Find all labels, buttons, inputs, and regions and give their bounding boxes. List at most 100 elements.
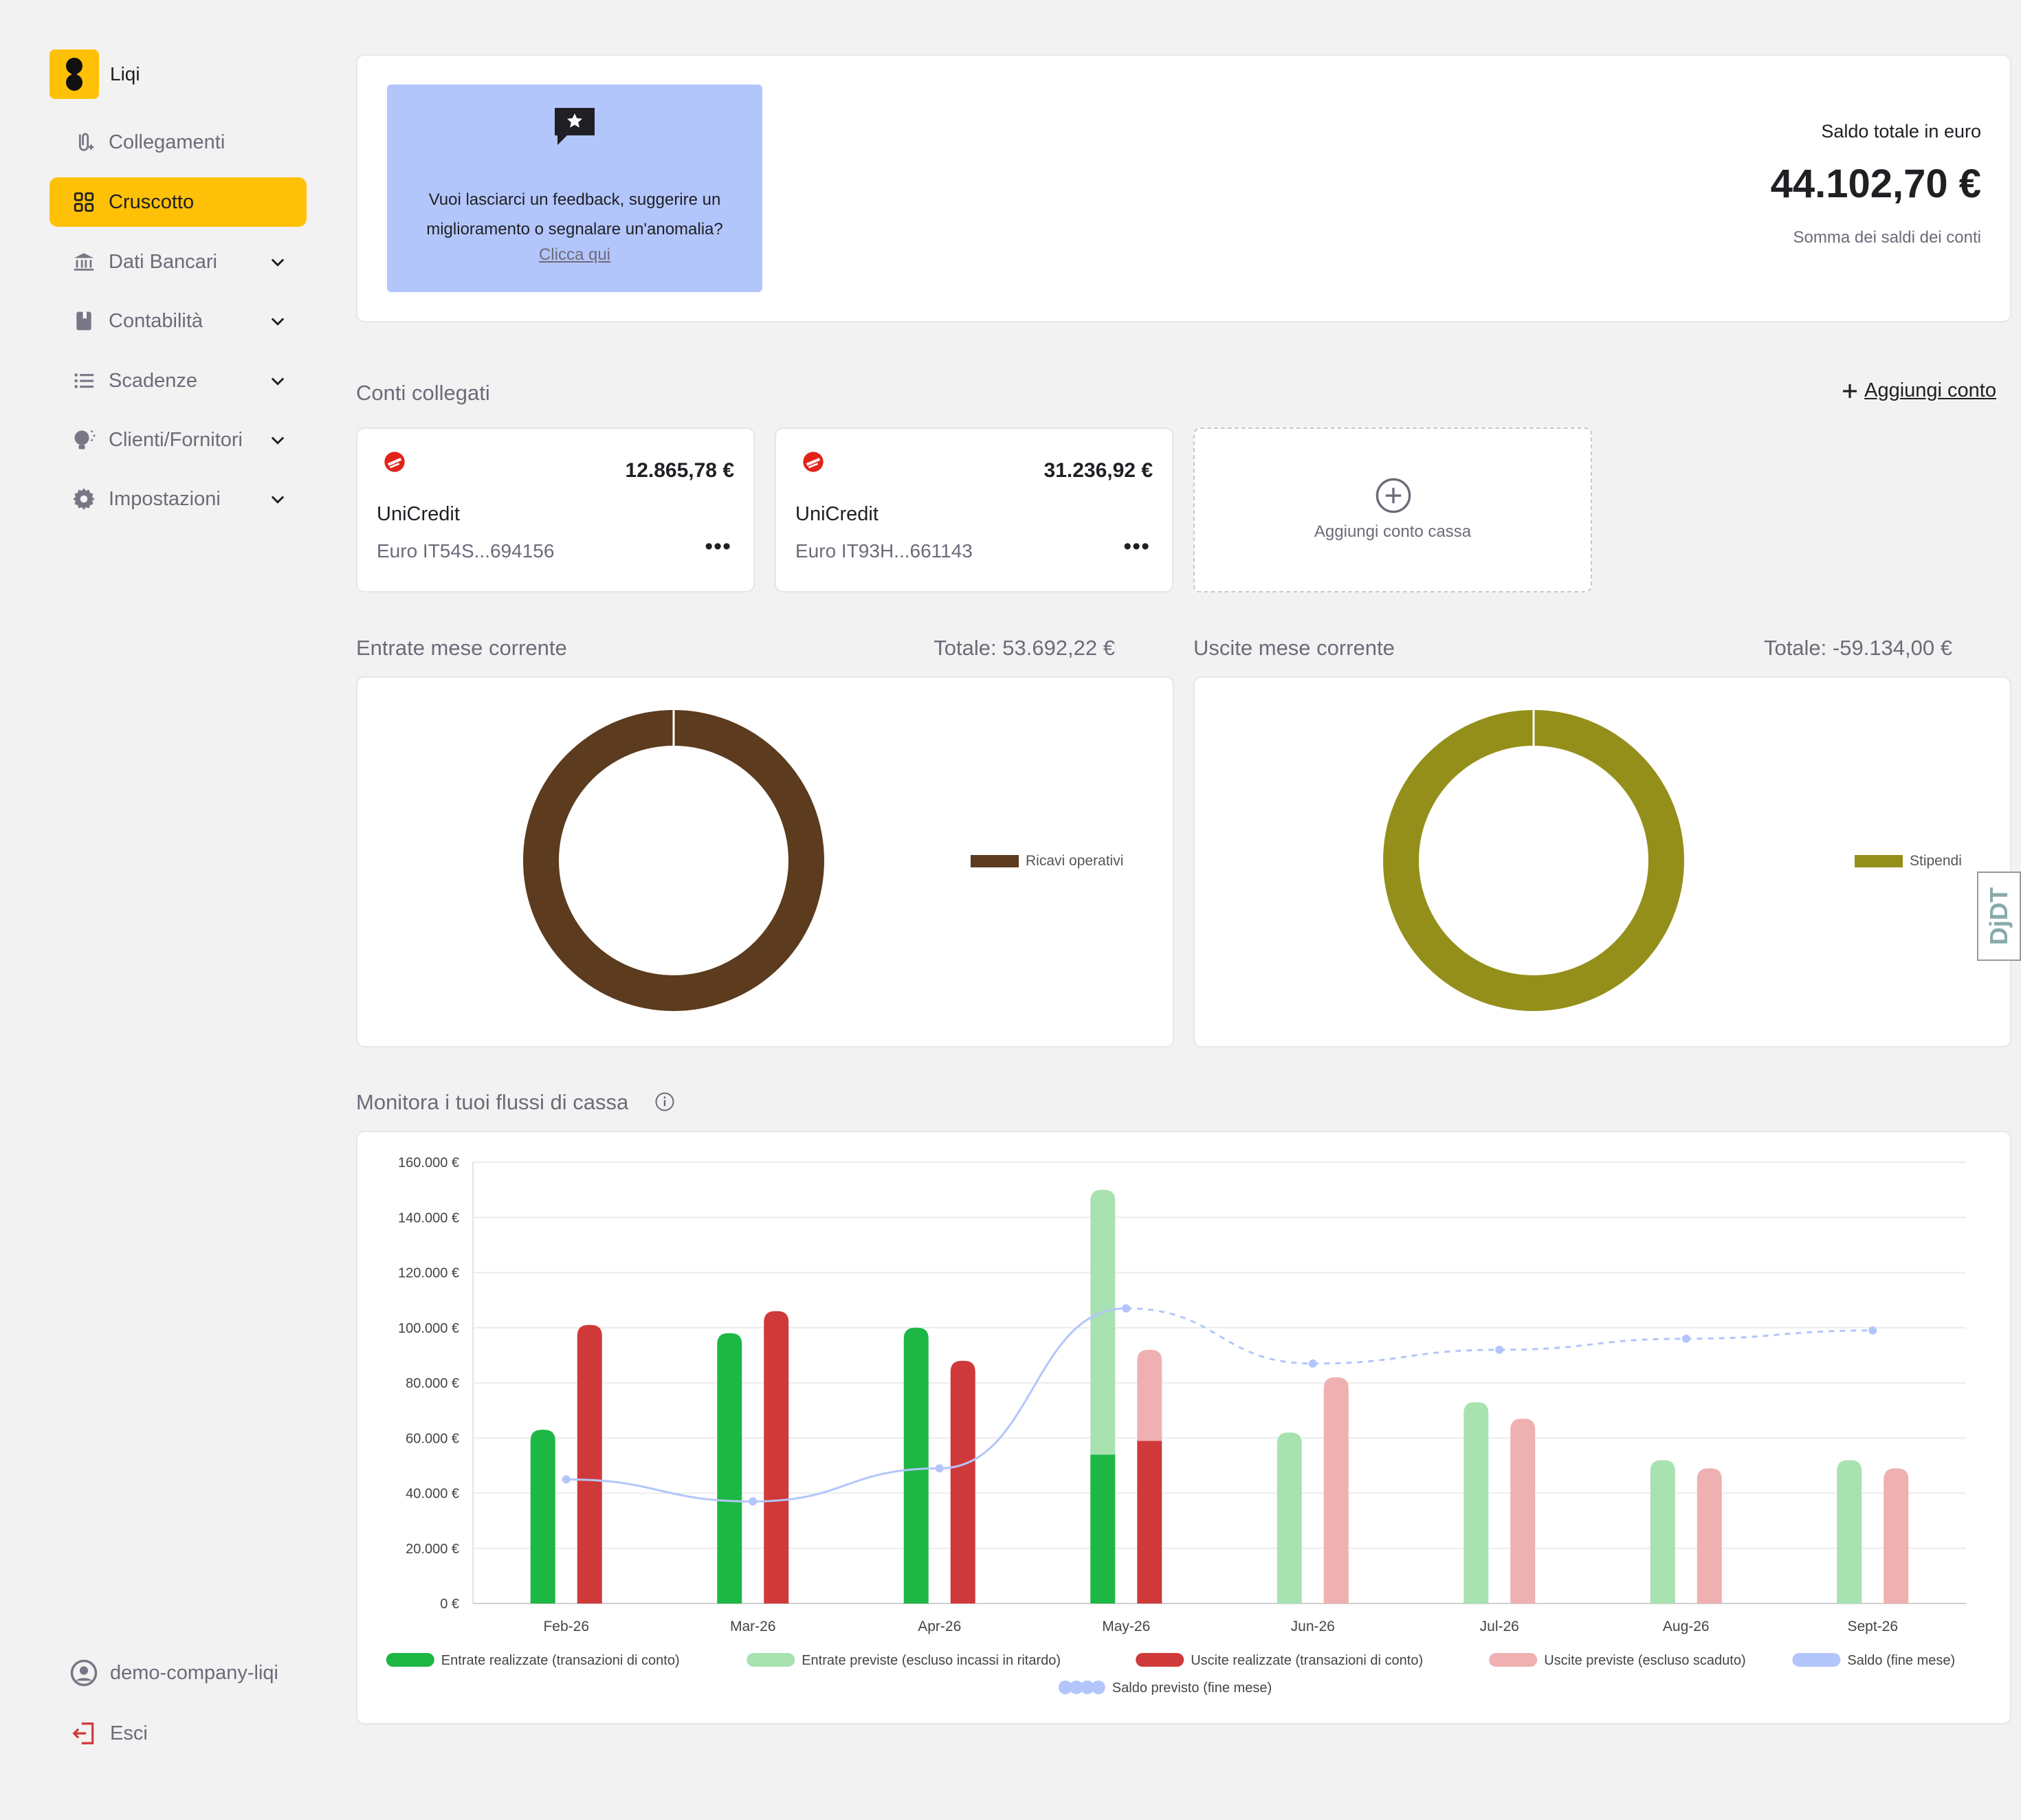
- income-total: Totale: 53.692,22 €: [934, 636, 1115, 660]
- sidebar-item-dati-bancari[interactable]: Dati Bancari: [49, 237, 307, 287]
- logout-button[interactable]: Esci: [69, 1718, 148, 1749]
- legend-swatch: [971, 855, 1019, 867]
- sidebar-item-collegamenti[interactable]: Collegamenti: [49, 118, 307, 167]
- user-circle-icon: [69, 1658, 99, 1688]
- sidebar-item-label: Clienti/Fornitori: [109, 428, 243, 451]
- bar: [1464, 1402, 1489, 1603]
- unicredit-logo-icon: [803, 452, 824, 472]
- line-point: [1681, 1334, 1690, 1343]
- account-balance: 12.865,78 €: [625, 459, 734, 482]
- debug-toolbar-handle[interactable]: DjDT: [1977, 872, 2021, 961]
- lightbulb-icon: [70, 426, 98, 454]
- legend-swatch: [1091, 1680, 1105, 1694]
- line-point: [1495, 1345, 1504, 1354]
- y-tick-label: 40.000 €: [406, 1487, 459, 1502]
- expenses-title: Uscite mese corrente: [1193, 636, 1395, 660]
- legend-label: Uscite previste (escluso scaduto): [1544, 1653, 1745, 1668]
- plus-circle-icon: [1376, 478, 1411, 513]
- sidebar-item-contabilita[interactable]: Contabilità: [49, 296, 307, 346]
- legend-swatch: [747, 1653, 795, 1667]
- legend-swatch: [1080, 1680, 1094, 1694]
- bar: [530, 1430, 555, 1603]
- legend-swatch: [386, 1653, 434, 1667]
- x-tick-label: May-26: [1102, 1619, 1150, 1634]
- sidebar-item-impostazioni[interactable]: Impostazioni: [49, 474, 307, 524]
- legend-label: Saldo previsto (fine mese): [1112, 1680, 1272, 1696]
- user-menu[interactable]: demo-company-liqi: [69, 1658, 278, 1688]
- line-point: [935, 1464, 944, 1473]
- bar: [1837, 1460, 1862, 1603]
- x-tick-label: Apr-26: [918, 1619, 961, 1634]
- chevron-down-icon: [271, 258, 285, 267]
- x-tick-label: Jul-26: [1480, 1619, 1519, 1634]
- income-donut-slice: [523, 710, 824, 1011]
- legend-label: Ricavi operativi: [1026, 853, 1124, 869]
- y-tick-label: 0 €: [440, 1597, 459, 1612]
- logout-icon: [69, 1718, 99, 1749]
- brand[interactable]: Liqi: [49, 49, 140, 99]
- account-iban: Euro IT54S...694156: [377, 540, 555, 562]
- feedback-link[interactable]: Clicca qui: [538, 245, 611, 264]
- line-point: [1122, 1304, 1131, 1313]
- bar: [717, 1333, 742, 1603]
- line-point: [1308, 1359, 1317, 1368]
- income-chart-card: Ricavi operativi: [356, 676, 1174, 1047]
- plus-icon: [1843, 384, 1857, 398]
- add-cash-account-label: Aggiungi conto cassa: [1314, 522, 1472, 541]
- feedback-banner[interactable]: Vuoi lasciarci un feedback, suggerire un…: [387, 85, 762, 292]
- sidebar: Liqi Collegamenti Cruscotto Dati Bancari…: [0, 0, 323, 1820]
- feedback-text: Vuoi lasciarci un feedback, suggerire un…: [426, 190, 723, 238]
- income-legend: Ricavi operativi: [971, 853, 1123, 869]
- sidebar-item-label: Collegamenti: [109, 131, 225, 153]
- total-balance-subtitle: Somma dei saldi dei conti: [1793, 228, 1981, 247]
- more-options-icon[interactable]: •••: [1123, 533, 1150, 559]
- unicredit-logo-icon: [384, 452, 405, 472]
- cashflow-bar-chart: 0 € 20.000 € 40.000 € 60.000 € 80.000 € 100.0…: [386, 1155, 1966, 1696]
- cashflow-chart-card: 0 € 20.000 € 40.000 € 60.000 € 80.000 € 100.0…: [356, 1131, 2011, 1724]
- add-account-label: Aggiungi conto: [1864, 379, 1996, 401]
- bar: [1090, 1190, 1116, 1455]
- bar: [1510, 1419, 1536, 1603]
- account-bank-name: UniCredit: [377, 503, 460, 525]
- sidebar-item-cruscotto[interactable]: Cruscotto: [49, 177, 307, 227]
- brand-name: Liqi: [110, 63, 140, 85]
- cashflow-title: Monitora i tuoi flussi di cassa: [356, 1090, 629, 1114]
- x-tick-label: Aug-26: [1663, 1619, 1710, 1634]
- legend-swatch: [1058, 1680, 1072, 1694]
- feedback-star-icon: [555, 108, 595, 145]
- total-balance-value: 44.102,70 €: [1770, 162, 1981, 206]
- sidebar-item-scadenze[interactable]: Scadenze: [49, 356, 307, 406]
- account-card[interactable]: 12.865,78 € UniCredit Euro IT54S...69415…: [356, 428, 755, 592]
- account-balance: 31.236,92 €: [1043, 459, 1153, 482]
- add-cash-account-card[interactable]: Aggiungi conto cassa: [1193, 428, 1592, 592]
- chevron-down-icon: [271, 436, 285, 445]
- expenses-donut-chart: [1383, 710, 1684, 1011]
- y-tick-label: 120.000 €: [398, 1266, 459, 1281]
- sidebar-item-label: Cruscotto: [109, 190, 195, 213]
- more-options-icon[interactable]: •••: [705, 533, 731, 559]
- info-icon[interactable]: [654, 1091, 675, 1112]
- debug-toolbar-label: DjDT: [1985, 887, 2013, 945]
- legend-label: Saldo (fine mese): [1847, 1653, 1955, 1668]
- expenses-total: Totale: -59.134,00 €: [1763, 636, 1952, 660]
- series-line: [1126, 1307, 1873, 1365]
- sidebar-item-label: Contabilità: [109, 309, 203, 332]
- legend-label: Stipendi: [1910, 853, 1962, 869]
- legend-swatch: [1855, 855, 1903, 867]
- add-account-link[interactable]: Aggiungi conto: [1840, 379, 1996, 402]
- sidebar-item-clienti-fornitori[interactable]: Clienti/Fornitori: [49, 415, 307, 465]
- list-icon: [70, 367, 98, 395]
- legend-swatch: [1069, 1680, 1083, 1694]
- legend-swatch: [1136, 1653, 1184, 1667]
- bar: [577, 1324, 602, 1603]
- bar: [1137, 1441, 1162, 1603]
- book-icon: [70, 307, 98, 335]
- bar: [1323, 1377, 1349, 1603]
- sidebar-item-label: Dati Bancari: [109, 250, 217, 273]
- y-tick-label: 160.000 €: [398, 1155, 459, 1170]
- bar: [1277, 1432, 1302, 1603]
- chevron-down-icon: [271, 496, 285, 504]
- logout-label: Esci: [110, 1722, 148, 1744]
- account-iban: Euro IT93H...661143: [795, 540, 973, 562]
- account-card[interactable]: 31.236,92 € UniCredit Euro IT93H...66114…: [775, 428, 1173, 592]
